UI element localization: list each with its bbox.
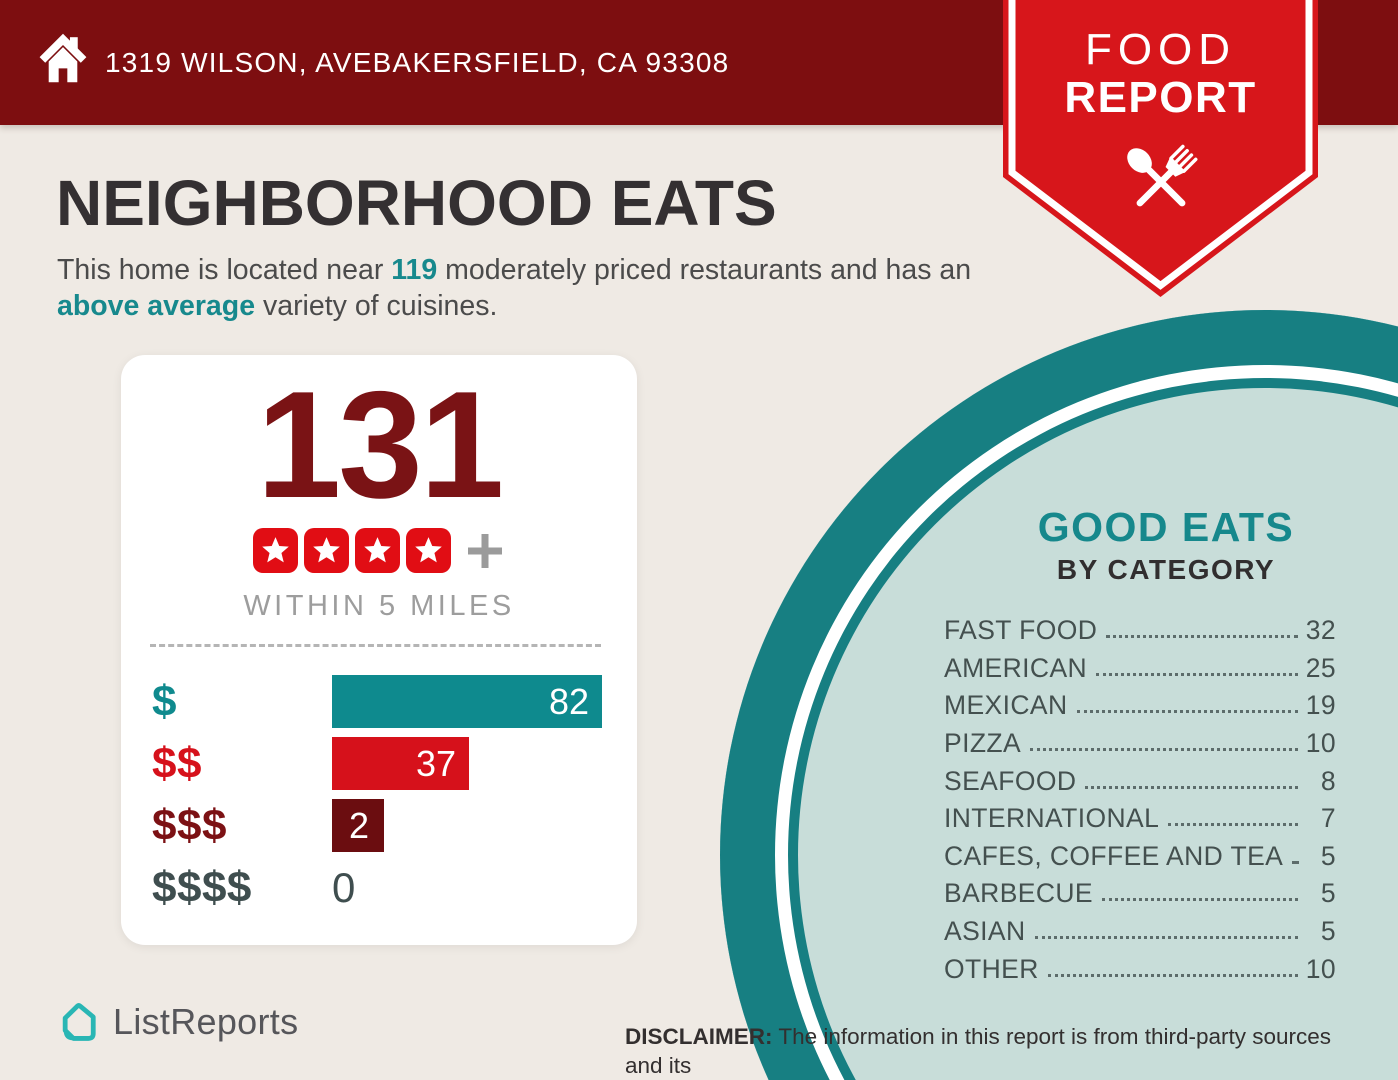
price-tier-chart: $ 82 $$ 37 $$$ 2 $$$$ 0 (121, 675, 637, 914)
restaurant-summary-card: 131 WITHIN 5 MILES $ 82 $$ 37 $$$ 2 (121, 355, 637, 945)
radius-label: WITHIN 5 MILES (243, 590, 515, 622)
category-list: FAST FOOD 32 AMERICAN 25 MEXICAN 19 PIZZA 10… (944, 612, 1336, 988)
category-label: OTHER (944, 953, 1039, 984)
ribbon-text: FOOD REPORT (1003, 26, 1318, 121)
category-label: FAST FOOD (944, 615, 1098, 646)
dotted-leader (1076, 710, 1298, 714)
dotted-leader (1030, 748, 1298, 752)
disclaimer-label: DISCLAIMER: (625, 1023, 773, 1049)
category-label: CAFES, COFFEE AND TEA (944, 840, 1284, 871)
good-eats-title: GOOD EATS (1037, 504, 1295, 550)
category-value: 19 (1305, 690, 1336, 721)
property-address: 1319 WILSON, AVEBAKERSFIELD, CA 93308 (105, 46, 730, 78)
category-value: 32 (1305, 615, 1336, 646)
intro-part1: This home is located near (57, 254, 392, 286)
price-tier-row: $$ 37 (152, 737, 637, 790)
category-label: INTERNATIONAL (944, 803, 1160, 834)
total-restaurant-count: 131 (256, 360, 505, 530)
plus-icon (464, 530, 506, 572)
list-item: OTHER 10 (944, 950, 1336, 988)
listreports-logo: ListReports (55, 1001, 298, 1043)
category-label: BARBECUE (944, 878, 1093, 909)
disclaimer-text: DISCLAIMER: The information in this repo… (625, 1022, 1347, 1080)
food-report-ribbon: FOOD REPORT (1003, 0, 1318, 297)
category-value: 5 (1320, 840, 1336, 871)
category-label: ASIAN (944, 916, 1026, 947)
price-tier-row: $$$$ 0 (152, 861, 637, 914)
ribbon-line2: REPORT (1064, 72, 1257, 122)
dotted-leader (1102, 898, 1298, 902)
star-icon (303, 528, 349, 573)
dotted-leader (1106, 635, 1298, 639)
price-tier-label: $$$$ (152, 862, 252, 912)
price-tier-label: $$$ (152, 800, 227, 850)
price-tier-value: 0 (332, 863, 356, 911)
list-item: AMERICAN 25 (944, 650, 1336, 688)
price-tier-value: 82 (548, 680, 589, 722)
intro-text: This home is located near 119 moderately… (57, 252, 987, 324)
variety-highlight: above average (57, 290, 256, 322)
price-tier-row: $$$ 2 (152, 799, 637, 852)
list-item: INTERNATIONAL 7 (944, 800, 1336, 838)
price-tier-row: $ 82 (152, 675, 637, 728)
category-value: 7 (1320, 803, 1336, 834)
price-tier-value: 2 (348, 804, 369, 846)
price-tier-bar: 2 (332, 799, 384, 852)
intro-part2: moderately priced restaurants and has an (437, 254, 972, 286)
dotted-leader (1096, 672, 1298, 676)
home-icon (39, 33, 87, 83)
category-label: AMERICAN (944, 652, 1088, 683)
page-title: NEIGHBORHOOD EATS (56, 167, 777, 239)
dotted-leader (1085, 785, 1298, 789)
price-tier-bar: 37 (332, 737, 469, 790)
list-item: BARBECUE 5 (944, 875, 1336, 913)
restaurant-count: 119 (391, 254, 438, 286)
category-value: 10 (1305, 728, 1336, 759)
star-icon (405, 528, 451, 573)
category-value: 5 (1320, 878, 1336, 909)
price-tier-label: $ (152, 676, 177, 726)
brand-name: ListReports (113, 1001, 299, 1042)
good-eats-subtitle: BY CATEGORY (1056, 554, 1276, 585)
disclaimer-line1: The information in this report is from t… (625, 1023, 1332, 1078)
dotted-leader (1047, 973, 1298, 977)
dotted-leader (1168, 823, 1298, 827)
price-tier-value: 37 (415, 742, 456, 784)
dotted-leader (1034, 936, 1298, 940)
star-icon (252, 528, 298, 573)
category-label: SEAFOOD (944, 765, 1077, 796)
good-eats-section: GOOD EATS BY CATEGORY FAST FOOD 32 AMERIC… (940, 504, 1392, 988)
price-tier-label: $$ (152, 738, 202, 788)
list-item: SEAFOOD 8 (944, 762, 1336, 800)
list-item: ASIAN 5 (944, 913, 1336, 951)
intro-part3: variety of cuisines. (255, 290, 498, 322)
dashed-divider (150, 644, 601, 647)
list-item: FAST FOOD 32 (944, 612, 1336, 650)
ribbon-line1: FOOD (1084, 25, 1237, 74)
price-tier-bar: 82 (332, 675, 602, 728)
category-value: 10 (1305, 953, 1336, 984)
dotted-leader (1292, 860, 1298, 864)
spoon-fork-icon (1126, 144, 1197, 207)
star-rating (121, 528, 637, 573)
list-item: CAFES, COFFEE AND TEA 5 (944, 838, 1336, 876)
category-label: PIZZA (944, 728, 1022, 759)
category-value: 5 (1320, 916, 1336, 947)
star-icon (354, 528, 400, 573)
ribbon-shape (1003, 0, 1318, 297)
listreports-logo-icon (62, 1003, 96, 1041)
category-label: MEXICAN (944, 690, 1068, 721)
category-value: 25 (1305, 652, 1336, 683)
list-item: MEXICAN 19 (944, 687, 1336, 725)
category-value: 8 (1320, 765, 1336, 796)
list-item: PIZZA 10 (944, 725, 1336, 763)
